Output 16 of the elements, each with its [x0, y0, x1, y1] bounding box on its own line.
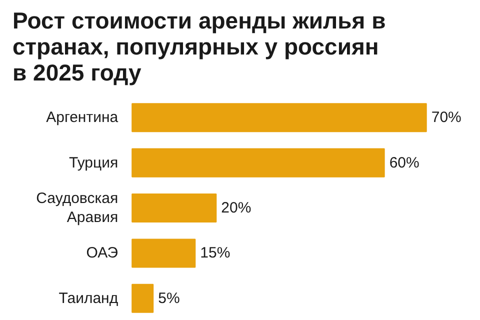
y-tick-label: Турция: [69, 154, 118, 172]
bar: [132, 238, 196, 268]
data-label: 5%: [158, 290, 180, 307]
chart-title: Рост стоимости аренды жилья в странах, популярных у россиян в 2025 году: [12, 8, 386, 86]
y-tick-label: Таиланд: [58, 290, 118, 307]
bar: [132, 194, 217, 223]
y-tick-label: Саудовская Аравия: [36, 190, 118, 226]
bar: [132, 284, 154, 313]
bar: [132, 148, 385, 178]
data-label: 60%: [389, 154, 420, 172]
data-label: 70%: [431, 109, 462, 126]
y-tick-label: ОАЭ: [86, 244, 118, 262]
y-tick-label: Аргентина: [46, 109, 119, 126]
bar: [132, 103, 427, 132]
data-label: 20%: [221, 200, 252, 217]
data-label: 15%: [200, 244, 230, 262]
